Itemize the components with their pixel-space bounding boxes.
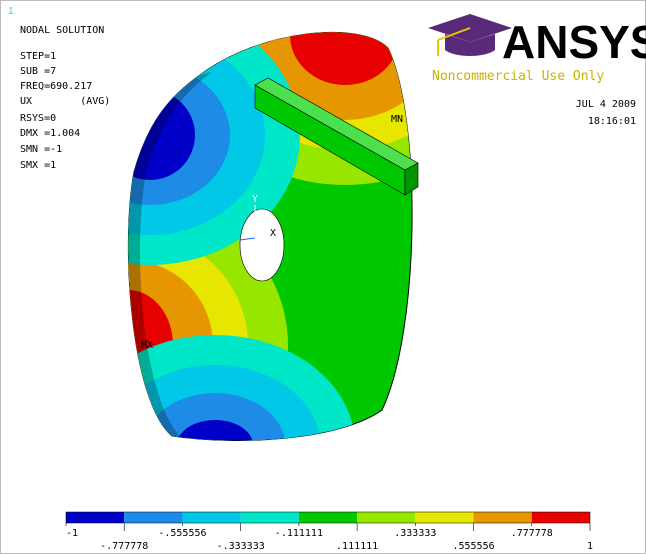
legend-label: .333333 (394, 528, 436, 539)
info-line: UX (AVG) (20, 96, 110, 107)
time: 18:16:01 (588, 116, 636, 127)
legend-label: .555556 (452, 541, 494, 552)
info-line: RSYS=0 (20, 113, 56, 124)
legend-label: .777778 (511, 528, 553, 539)
legend-swatch (415, 512, 473, 523)
info-line: SMN =-1 (20, 144, 62, 155)
info-line: STEP=1 (20, 51, 56, 62)
legend-swatch (357, 512, 415, 523)
legend-label: -1 (66, 528, 78, 539)
legend-label: 1 (587, 541, 593, 552)
legend-label: -.555556 (158, 528, 206, 539)
legend-swatch (474, 512, 532, 523)
legend-label: -.333333 (217, 541, 265, 552)
legend-swatch (66, 512, 124, 523)
info-line: FREQ=690.217 (20, 81, 92, 92)
legend-swatch (532, 512, 590, 523)
legend-label: -.111111 (275, 528, 323, 539)
date: JUL 4 2009 (576, 99, 636, 110)
info-line: DMX =1.004 (20, 128, 80, 139)
legend-label: .111111 (336, 541, 378, 552)
window-number: 1 (8, 6, 14, 17)
min-label: MN (391, 114, 403, 125)
ansys-window: 1 NODAL SOLUTION STEP=1 SUB =7 FREQ=690.217… (0, 0, 646, 554)
x-axis-label: X (270, 228, 276, 239)
legend-swatch (124, 512, 182, 523)
info-line: SMX =1 (20, 160, 56, 171)
max-label: MX (141, 340, 153, 351)
legend-label: -.777778 (100, 541, 148, 552)
info-line: SUB =7 (20, 66, 56, 77)
legend-swatch (299, 512, 357, 523)
y-axis-label: Y (252, 194, 258, 205)
info-line: NODAL SOLUTION (20, 25, 104, 36)
legend-swatch (241, 512, 299, 523)
legend-swatch (182, 512, 240, 523)
license-notice: Noncommercial Use Only (432, 69, 604, 84)
brand: ANSYS (502, 16, 646, 68)
